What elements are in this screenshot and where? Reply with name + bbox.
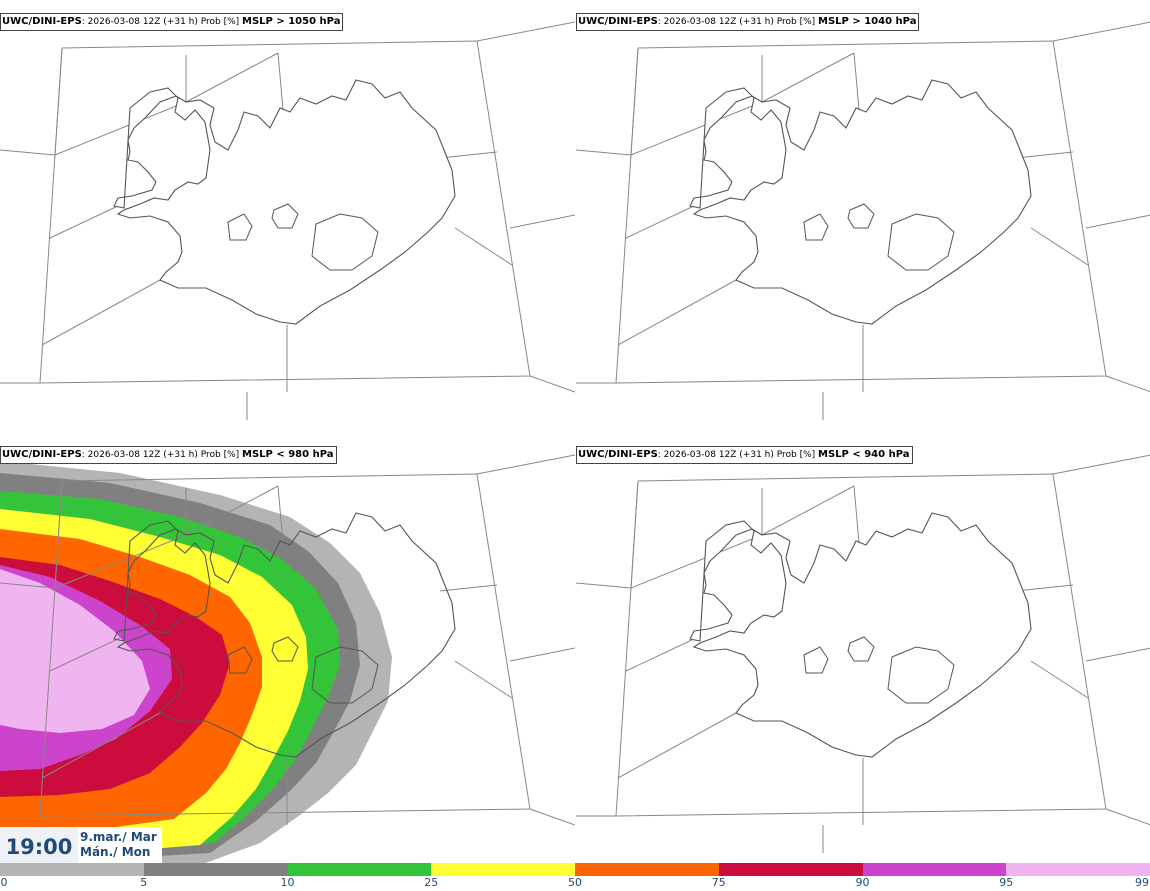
panel-title: UWC/DINI-EPS: 2026-03-08 12Z (+31 h) Pro… xyxy=(576,13,920,31)
colorbar-segment xyxy=(575,863,719,876)
map-canvas xyxy=(0,454,575,865)
panel-title: UWC/DINI-EPS: 2026-03-08 12Z (+31 h) Pro… xyxy=(576,446,913,464)
grid-lines xyxy=(0,21,575,420)
map-panel-mslp-gt-1050: UWC/DINI-EPS: 2026-03-08 12Z (+31 h) Pro… xyxy=(0,0,575,432)
panel-title: UWC/DINI-EPS: 2026-03-08 12Z (+31 h) Pro… xyxy=(0,13,344,31)
colorbar-segment xyxy=(862,863,1007,876)
grid-lines xyxy=(576,21,1150,420)
glaciers xyxy=(803,203,955,271)
iceland-coastline xyxy=(113,79,456,325)
colorbar-segment xyxy=(143,863,288,876)
probability-field xyxy=(0,461,392,865)
panel-title: UWC/DINI-EPS: 2026-03-08 12Z (+31 h) Pro… xyxy=(0,446,337,464)
glaciers xyxy=(803,636,955,704)
colorbar-tick-label: 5 xyxy=(140,876,148,889)
valid-date-line2: Mán./ Mon xyxy=(80,845,151,859)
map-canvas xyxy=(576,454,1150,853)
colorbar-ticks: 0 5 10 25 50 75 90 95 99 xyxy=(0,877,1150,891)
grid-lines xyxy=(576,454,1150,853)
colorbar-tick-label: 25 xyxy=(424,876,439,889)
map-canvas xyxy=(0,21,575,420)
colorbar-tick-label: 50 xyxy=(568,876,582,889)
colorbar-segment xyxy=(431,863,575,876)
glaciers xyxy=(227,203,379,271)
iceland-coastline xyxy=(113,512,456,758)
colorbar-tick-label: 90 xyxy=(855,876,870,889)
colorbar-segment xyxy=(0,863,144,876)
colorbar-tick-label: 10 xyxy=(280,876,295,889)
colorbar-tick-label: 75 xyxy=(711,876,726,889)
map-canvas xyxy=(576,21,1150,420)
valid-date: 9.mar./ Mar Mán./ Mon xyxy=(80,830,157,860)
map-panel-mslp-lt-940: UWC/DINI-EPS: 2026-03-08 12Z (+31 h) Pro… xyxy=(576,433,1150,865)
valid-time: 19:00 xyxy=(0,827,78,863)
prob-99-area xyxy=(0,569,150,733)
iceland-coastline xyxy=(689,79,1032,325)
colorbar-segment xyxy=(287,863,432,876)
colorbar-tick-label: 0 xyxy=(0,876,8,889)
colorbar-segment xyxy=(1006,863,1150,876)
valid-date-line1: 9.mar./ Mar xyxy=(80,830,157,844)
glaciers xyxy=(227,636,379,704)
grid-lines xyxy=(0,454,575,826)
iceland-coastline xyxy=(689,512,1032,758)
colorbar-tick-label: 95 xyxy=(999,876,1014,889)
valid-time-box: 19:00 9.mar./ Mar Mán./ Mon xyxy=(0,827,162,863)
colorbar-tick-label: 99 xyxy=(1135,876,1149,889)
colorbar xyxy=(0,863,1150,876)
colorbar-segment xyxy=(718,863,863,876)
map-panel-mslp-lt-980: UWC/DINI-EPS: 2026-03-08 12Z (+31 h) Pro… xyxy=(0,433,575,865)
map-panel-mslp-gt-1040: UWC/DINI-EPS: 2026-03-08 12Z (+31 h) Pro… xyxy=(576,0,1150,432)
